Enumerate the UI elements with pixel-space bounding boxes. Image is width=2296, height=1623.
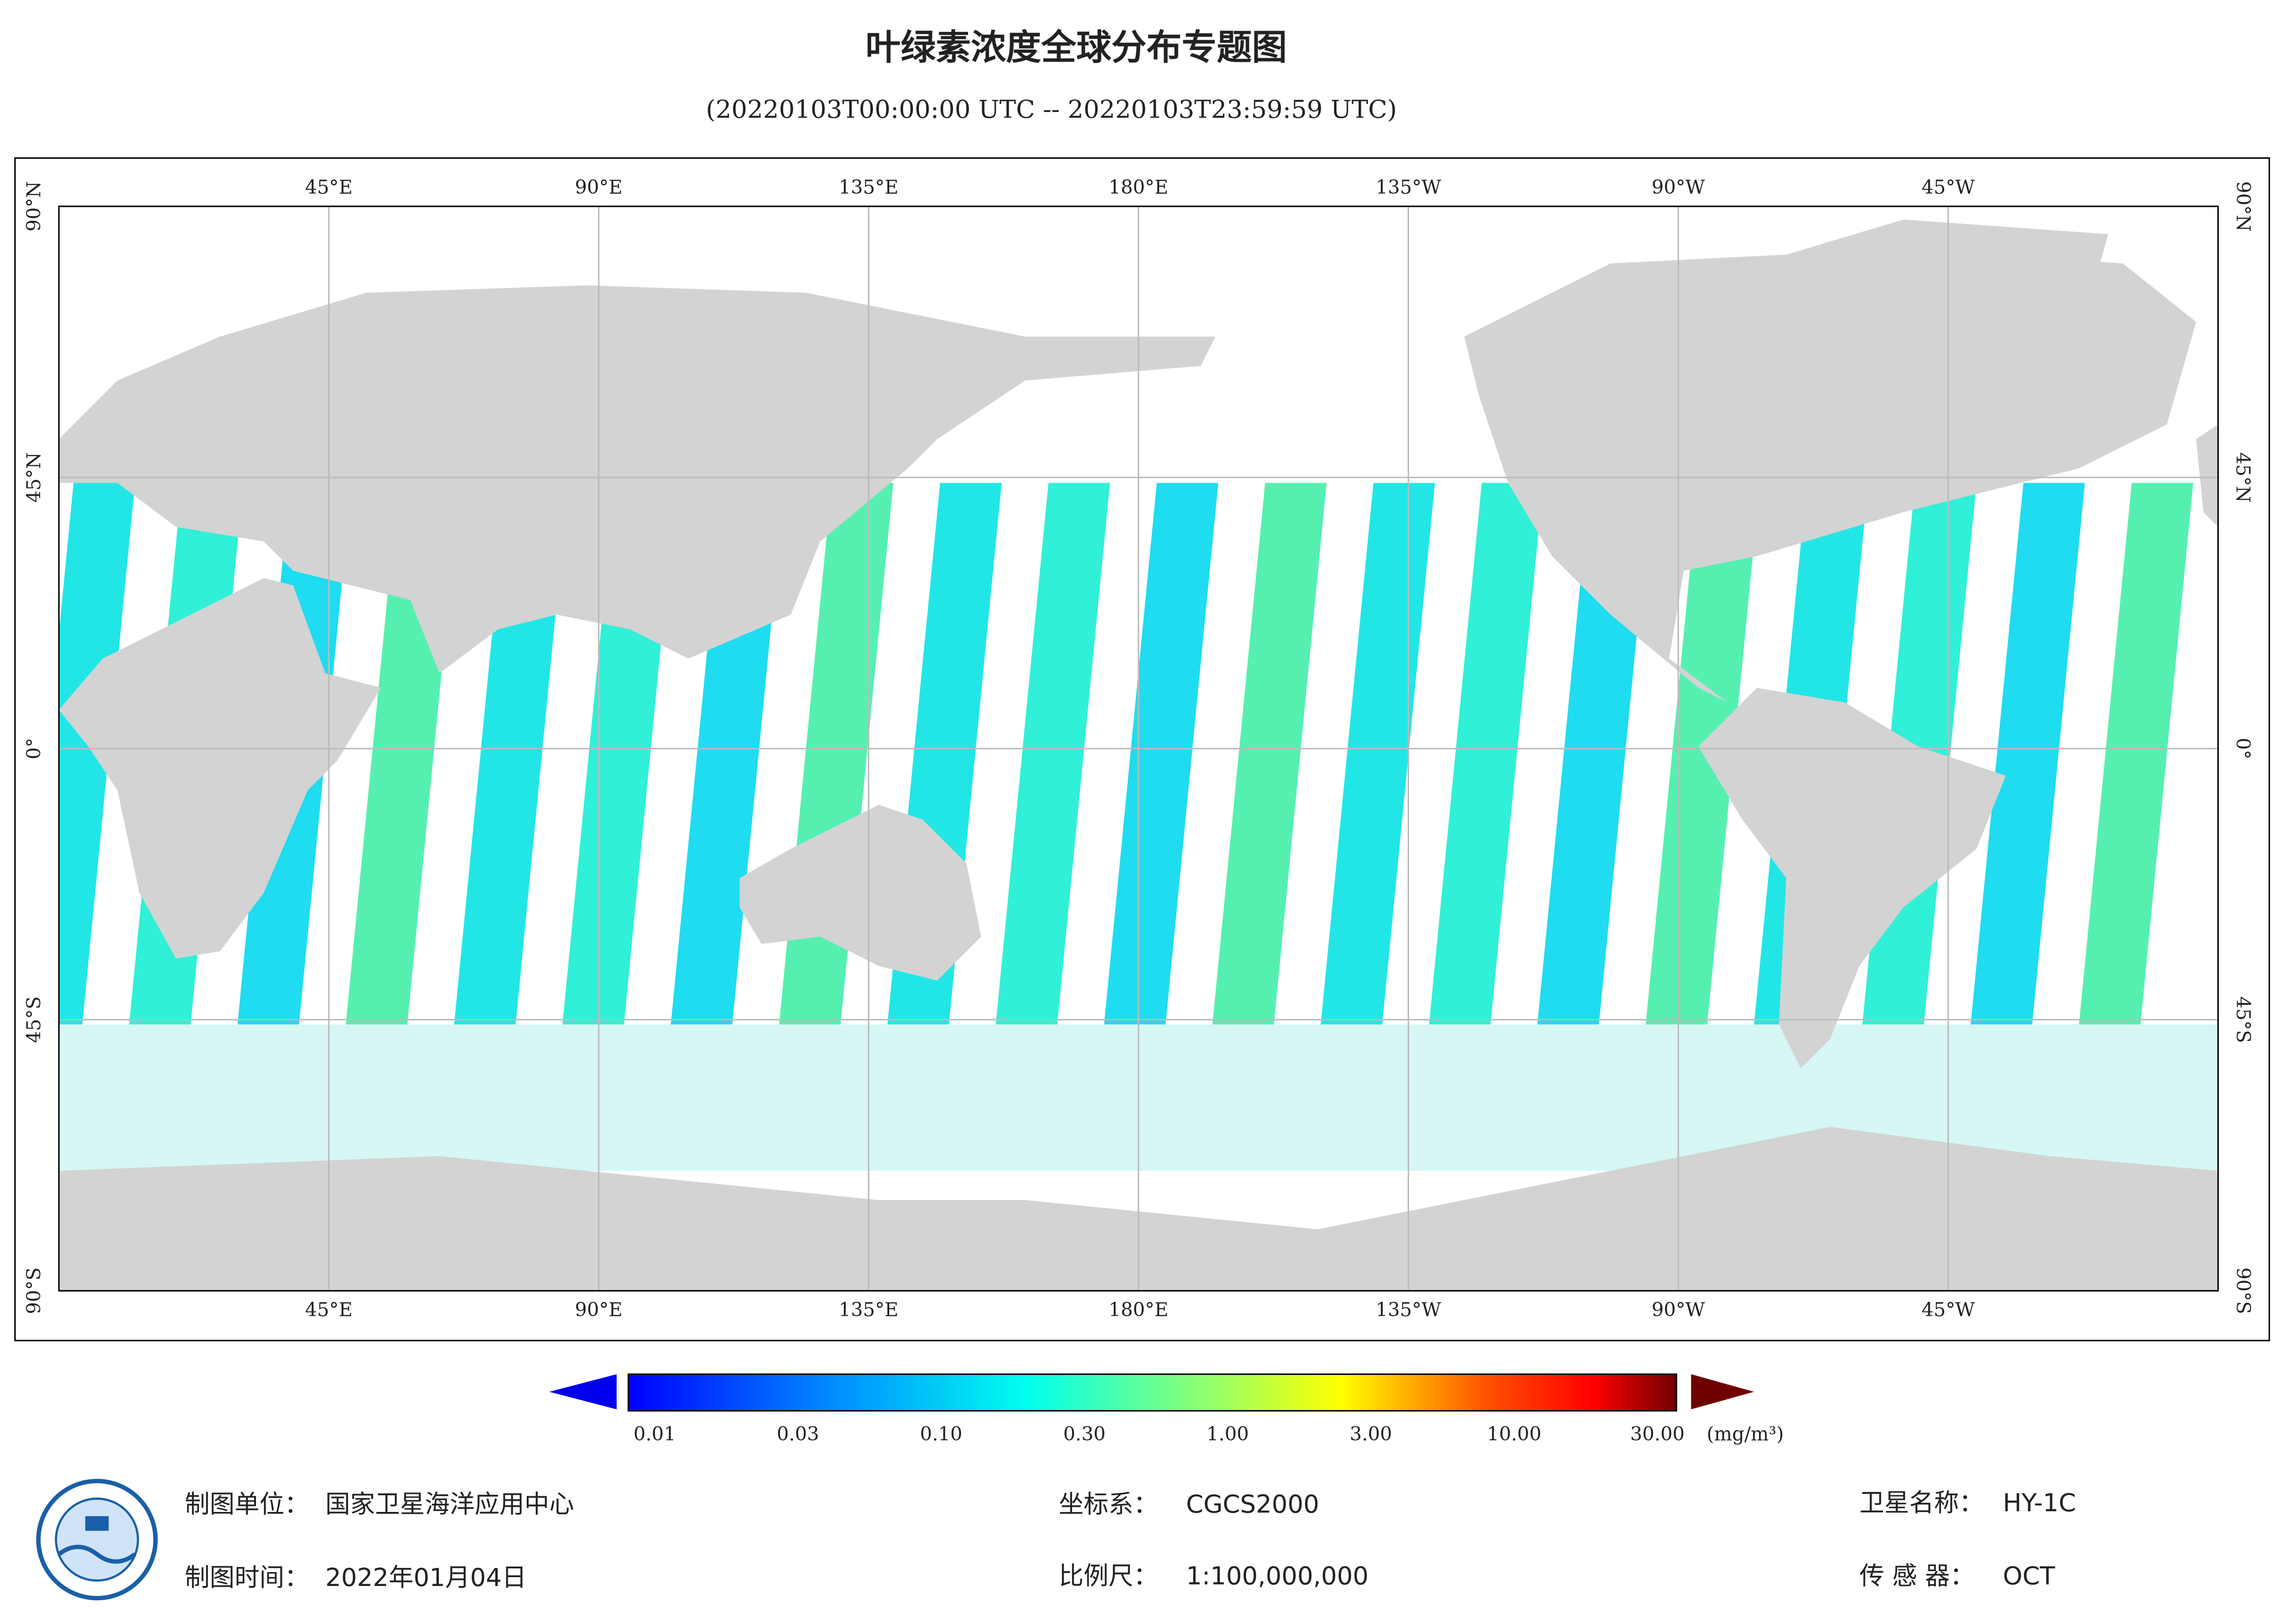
footer-label: 制图时间：: [185, 1563, 309, 1592]
swath: [2079, 483, 2193, 1025]
lon-label: 45°W: [1922, 1299, 1975, 1321]
land: [59, 578, 381, 959]
land: [739, 805, 981, 981]
lon-label: 135°W: [1376, 176, 1441, 198]
lon-label: 90°W: [1652, 1299, 1705, 1321]
footer-value: 国家卫星海洋应用中心: [325, 1490, 574, 1519]
footer-label: 比例尺：: [1059, 1561, 1158, 1591]
colorbar-tick-label: 0.03: [777, 1423, 819, 1445]
colorbar-ticks: 0.01 0.03 0.10 0.30 1.00 3.00 10.00 30.00: [634, 1423, 1685, 1445]
lon-label: 90°E: [575, 1299, 623, 1321]
land: [2196, 424, 2218, 527]
colorbar-tick-label: 0.01: [634, 1423, 676, 1445]
graticule: 45°E 45°E 90°E 90°E 135°E 135°E 180°E 180°E 135°…: [23, 176, 2254, 1320]
colorbar: [627, 1373, 1678, 1412]
colorbar-tick-label: 0.30: [1063, 1423, 1106, 1445]
lon-label: 45°W: [1922, 176, 1975, 198]
swath: [1429, 483, 1543, 1025]
land: [1698, 688, 2006, 1069]
lat-label: 45°S: [2232, 996, 2254, 1043]
lon-label: 180°E: [1109, 176, 1168, 198]
colorbar-tick-label: 10.00: [1487, 1423, 1541, 1445]
colorbar-tick-label: 30.00: [1630, 1423, 1685, 1445]
land: [1757, 219, 2109, 381]
footer-value: CGCS2000: [1186, 1490, 1319, 1519]
lon-label: 135°E: [839, 1299, 898, 1321]
footer-value: HY-1C: [2003, 1488, 2076, 1517]
footer-label: 坐标系：: [1059, 1490, 1158, 1519]
map-frame: [14, 157, 2270, 1342]
footer-label: 制图单位：: [185, 1490, 309, 1519]
footer-value: 1:100,000,000: [1186, 1561, 1368, 1591]
swath: [1212, 483, 1327, 1025]
colorbar-tick-label: 1.00: [1206, 1423, 1249, 1445]
lon-label: 45°E: [305, 176, 353, 198]
colorbar-under: [549, 1374, 617, 1410]
lat-label: 90°S: [2232, 1268, 2254, 1314]
logo: [36, 1479, 158, 1600]
lat-label: 45°S: [23, 996, 45, 1043]
colorbar-unit: (mg/m³): [1707, 1423, 1784, 1445]
swath: [1971, 483, 2085, 1025]
footer-label: 传 感 器：: [1859, 1561, 1975, 1591]
lat-label: 0°: [2232, 738, 2254, 759]
lat-label: 90°N: [2232, 181, 2254, 231]
map-border: [58, 205, 2219, 1292]
lon-label: 90°W: [1652, 176, 1705, 198]
lat-label: 45°N: [23, 452, 45, 503]
map: [59, 219, 2218, 1291]
footer-value: 2022年01月04日: [325, 1563, 527, 1592]
lon-label: 180°E: [1109, 1299, 1168, 1321]
colorbar-tick-label: 0.10: [920, 1423, 962, 1445]
title: 叶绿素浓度全球分布专题图: [866, 27, 1287, 68]
lat-label: 90°S: [23, 1268, 45, 1314]
lon-label: 135°W: [1376, 1299, 1441, 1321]
footer-label: 卫星名称：: [1859, 1488, 1984, 1517]
lon-label: 45°E: [305, 1299, 353, 1321]
lat-label: 0°: [23, 738, 45, 759]
lat-label: 45°N: [2232, 452, 2254, 503]
colorbar-tick-label: 3.00: [1350, 1423, 1392, 1445]
footer-value: OCT: [2003, 1561, 2055, 1591]
lon-label: 90°E: [575, 176, 623, 198]
swath: [1104, 483, 1218, 1025]
subtitle: (20220103T00:00:00 UTC -- 20220103T23:59…: [706, 94, 1397, 124]
lat-label: 90°N: [23, 181, 45, 231]
colorbar-over: [1691, 1374, 1754, 1410]
swath: [1321, 483, 1435, 1025]
land: [59, 285, 1216, 673]
swath: [996, 483, 1110, 1025]
lon-label: 135°E: [839, 176, 898, 198]
